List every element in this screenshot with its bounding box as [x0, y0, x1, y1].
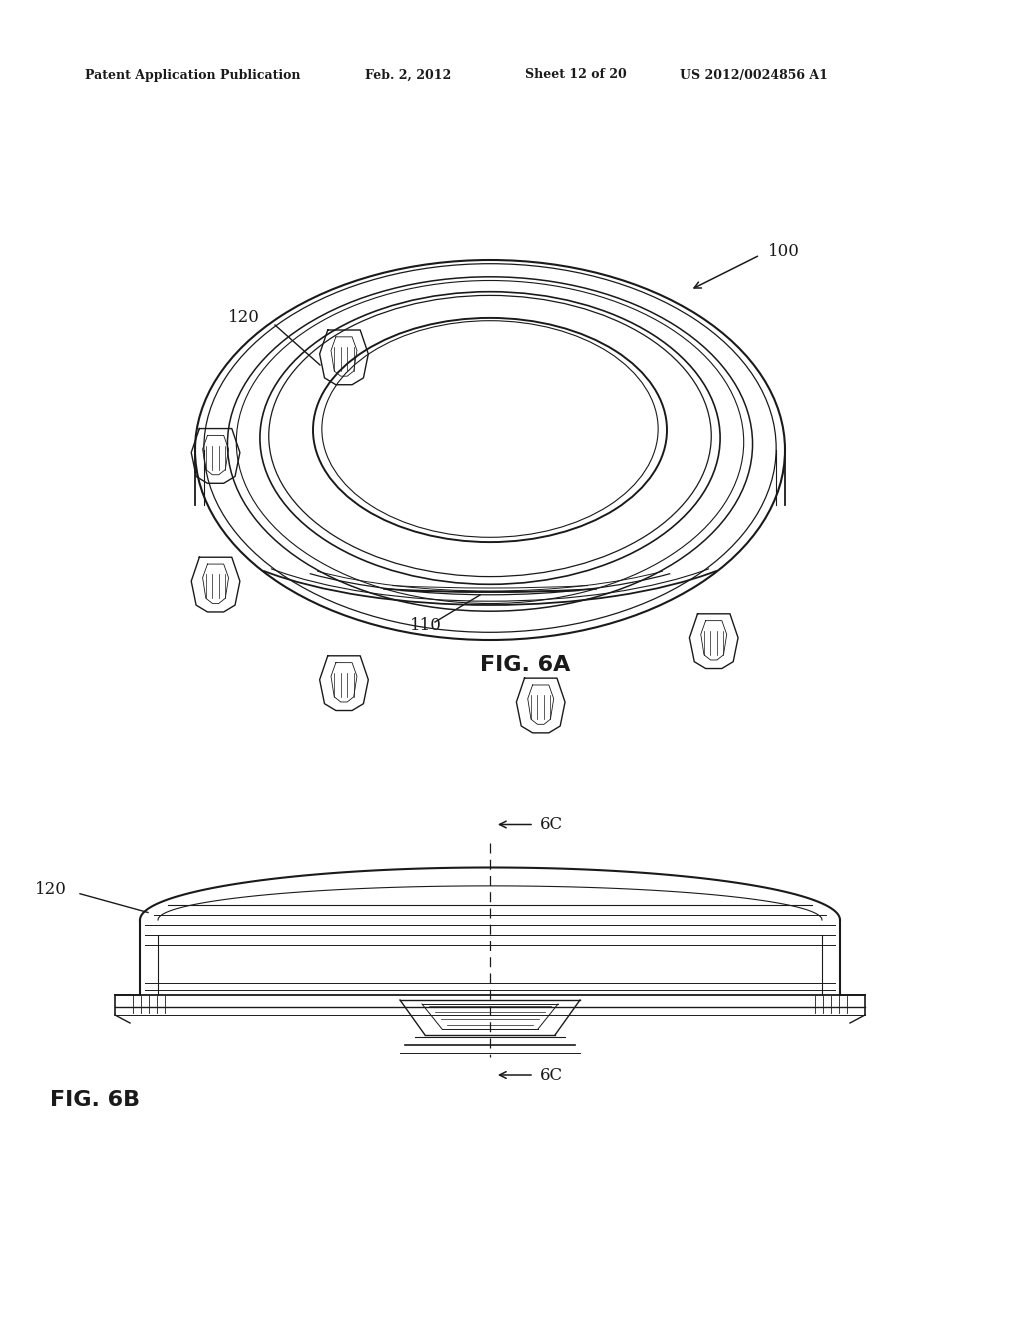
Text: FIG. 6A: FIG. 6A	[480, 655, 570, 675]
Text: FIG. 6B: FIG. 6B	[50, 1090, 140, 1110]
Text: 6C: 6C	[540, 816, 563, 833]
Text: Feb. 2, 2012: Feb. 2, 2012	[365, 69, 452, 82]
Text: 110: 110	[410, 616, 442, 634]
Text: 120: 120	[228, 309, 260, 326]
Text: Patent Application Publication: Patent Application Publication	[85, 69, 300, 82]
Text: Sheet 12 of 20: Sheet 12 of 20	[525, 69, 627, 82]
Text: 6C: 6C	[540, 1067, 563, 1084]
Text: US 2012/0024856 A1: US 2012/0024856 A1	[680, 69, 827, 82]
Text: 120: 120	[35, 882, 67, 899]
Text: 100: 100	[768, 243, 800, 260]
